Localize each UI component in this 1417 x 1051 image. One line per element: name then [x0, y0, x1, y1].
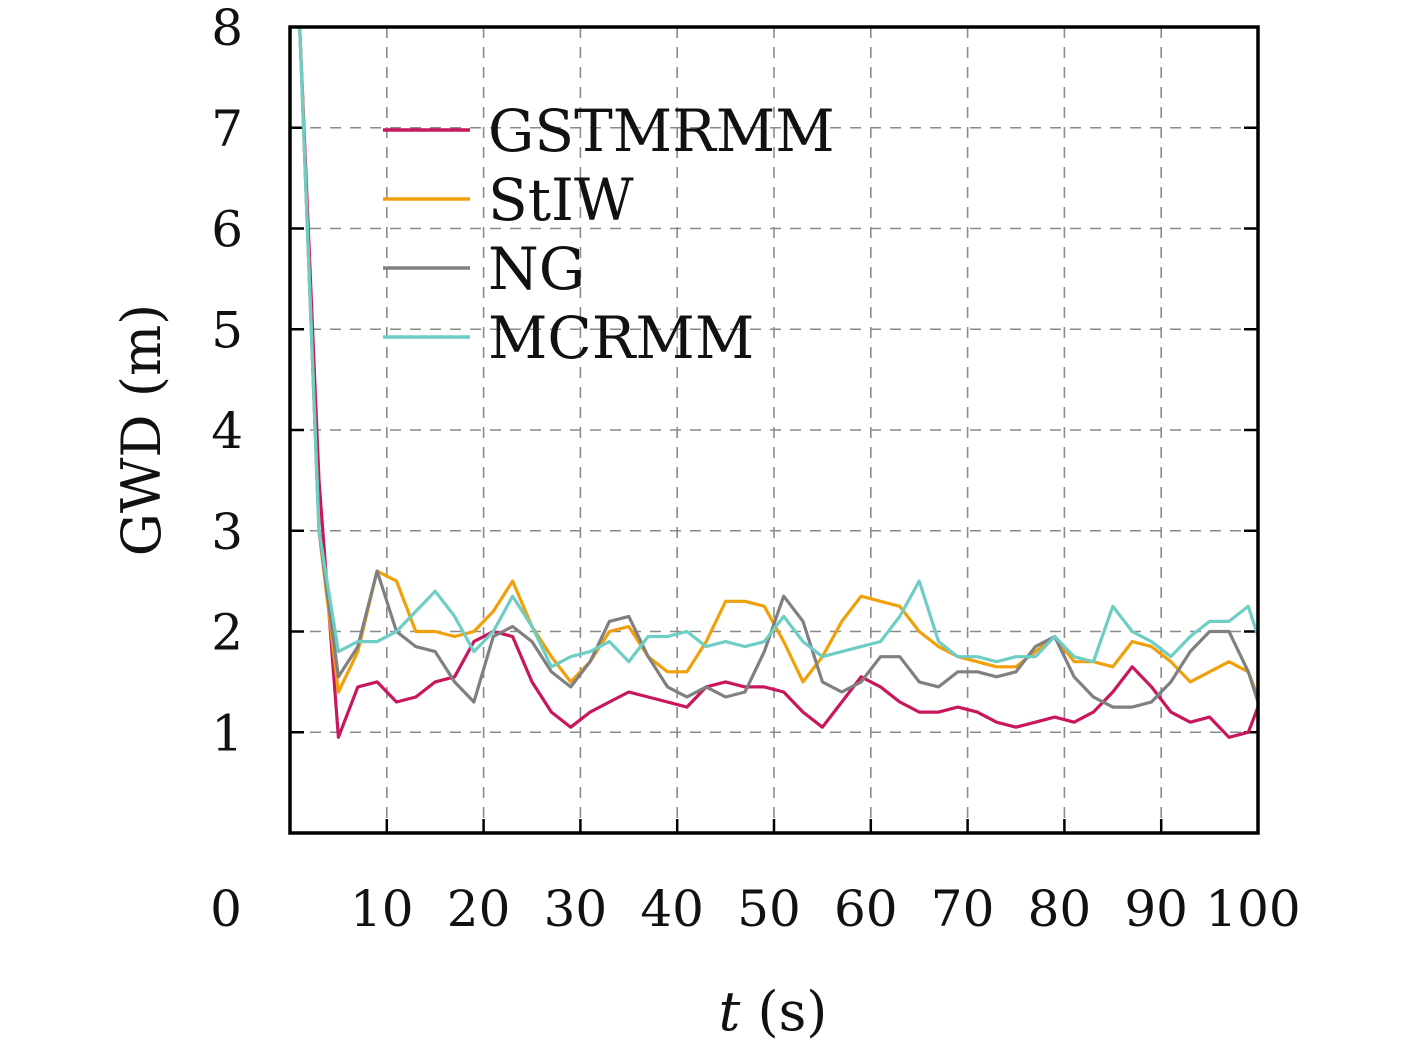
- x-tick-label: 50: [737, 880, 801, 938]
- x-tick-label: 40: [640, 880, 704, 938]
- y-tick-label: 7: [211, 100, 243, 158]
- legend-label-gstmrmm: GSTMRMM: [488, 97, 835, 165]
- series-line-stiw: [298, 25, 1260, 699]
- x-tick-label: 90: [1124, 880, 1188, 938]
- x-tick-label: 10: [350, 880, 414, 938]
- y-tick-label: 2: [211, 604, 243, 662]
- x-tick-label: 20: [447, 880, 511, 938]
- x-tick-label: 80: [1028, 880, 1092, 938]
- legend-label-mcrmm: MCRMM: [488, 304, 754, 372]
- plot-frame: [288, 25, 1260, 835]
- legend-label-ng: NG: [488, 235, 585, 303]
- y-tick-label: 6: [211, 201, 243, 259]
- x-tick-label: 70: [931, 880, 995, 938]
- x-tick-label: 60: [834, 880, 898, 938]
- y-tick-label: 8: [211, 0, 243, 57]
- x-axis-label-var: t: [719, 980, 741, 1043]
- x-tick-label: 30: [544, 880, 608, 938]
- x-axis-label: t (s): [719, 980, 828, 1043]
- series-lines: [298, 25, 1260, 739]
- series-line-ng: [298, 25, 1260, 709]
- series-line-mcrmm: [298, 25, 1260, 669]
- y-tick-label: 3: [211, 503, 243, 561]
- x-tick-label: 100: [1205, 880, 1300, 938]
- x-tick-label: 0: [210, 880, 242, 938]
- grid: [290, 25, 1260, 833]
- tick-labels: 0 10 20 30 40 50 60 70 80 90 100 1 2 3 4 5 6 7 8: [210, 0, 1301, 938]
- y-tick-label: 4: [211, 402, 243, 460]
- series-line-gstmrmm: [298, 25, 1260, 739]
- legend-label-stiw: StIW: [488, 166, 634, 234]
- y-axis-label: GWD (m): [110, 304, 173, 556]
- x-axis-label-unit: (s): [740, 980, 827, 1043]
- y-tick-label: 1: [211, 704, 243, 762]
- y-tick-label: 5: [211, 301, 243, 359]
